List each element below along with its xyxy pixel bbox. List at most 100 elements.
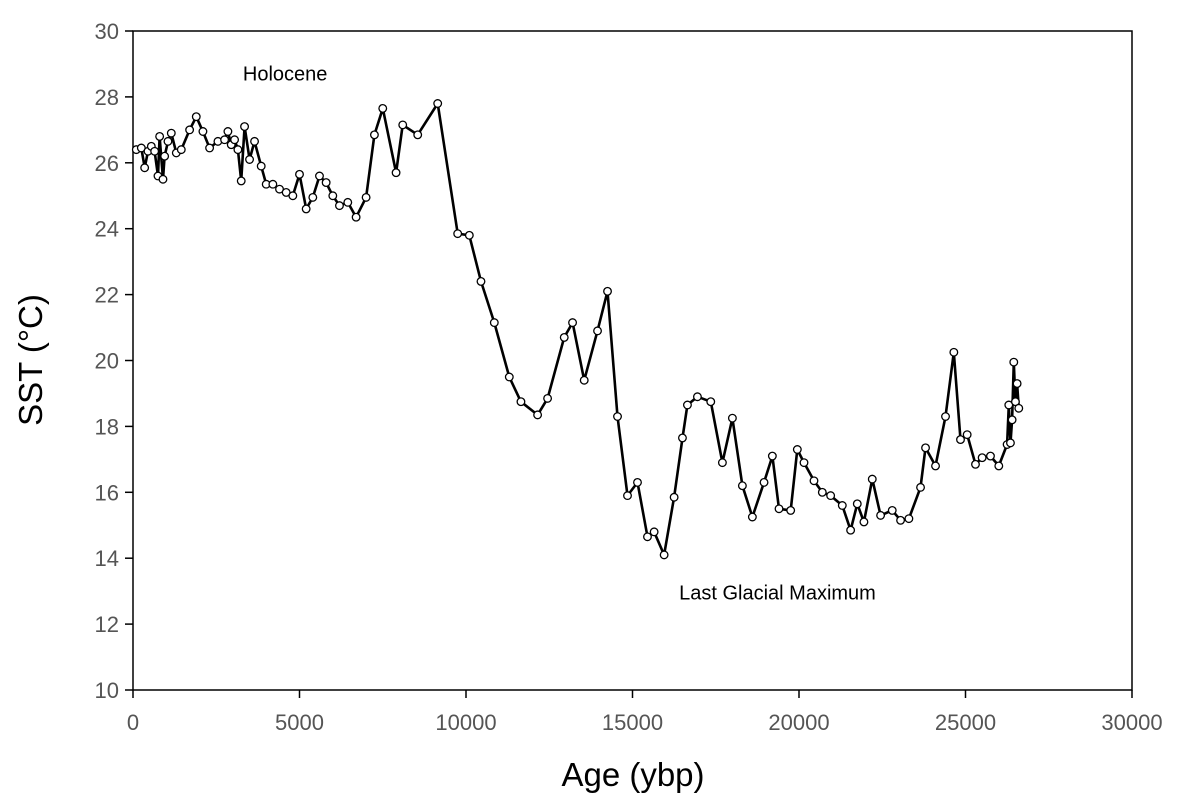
data-point	[1009, 357, 1019, 367]
x-tick-label: 30000	[1101, 710, 1162, 735]
data-point	[335, 201, 344, 211]
y-tick-label: 28	[95, 85, 119, 110]
data-point	[682, 400, 692, 410]
data-point	[859, 517, 869, 527]
data-point	[185, 125, 195, 135]
data-point	[817, 487, 827, 497]
x-tick-label: 10000	[435, 710, 496, 735]
data-point	[659, 550, 669, 560]
data-point	[205, 143, 215, 153]
data-point	[867, 474, 877, 484]
data-point	[559, 332, 569, 342]
data-point	[288, 191, 298, 201]
data-point	[896, 515, 906, 525]
data-point	[533, 410, 543, 420]
data-point	[433, 99, 443, 108]
data-points	[131, 99, 1024, 560]
data-point	[230, 135, 240, 145]
plot-frame	[132, 30, 1133, 691]
data-point	[792, 445, 802, 454]
data-point	[1006, 438, 1015, 448]
data-point	[378, 103, 388, 113]
series-line	[135, 102, 1021, 557]
y-tick-label: 10	[95, 678, 119, 703]
data-point	[250, 136, 259, 146]
data-point	[799, 458, 809, 468]
data-point	[971, 459, 980, 469]
data-point	[351, 212, 361, 222]
data-point	[852, 499, 862, 509]
data-point	[268, 179, 278, 189]
data-point	[160, 151, 170, 161]
data-point	[669, 492, 679, 502]
data-point	[191, 112, 201, 122]
data-point	[328, 191, 338, 201]
data-point	[391, 168, 401, 178]
data-point	[1012, 379, 1022, 389]
data-point	[543, 393, 553, 403]
data-point	[233, 145, 243, 155]
data-point	[826, 491, 836, 501]
data-point	[737, 481, 747, 491]
data-point	[916, 482, 925, 492]
x-tick-label: 0	[127, 710, 139, 735]
data-point	[220, 135, 230, 145]
data-point	[977, 453, 987, 463]
data-point	[256, 161, 266, 171]
y-tick-label: 22	[95, 283, 119, 308]
data-point	[361, 192, 371, 202]
data-point	[809, 476, 819, 486]
data-point	[759, 477, 769, 487]
data-point	[155, 131, 165, 141]
data-point	[593, 326, 602, 336]
data-point	[245, 155, 254, 164]
data-point	[453, 229, 463, 239]
y-tick-label: 24	[95, 217, 119, 242]
data-point	[678, 433, 687, 443]
data-point	[956, 435, 965, 445]
data-point	[876, 510, 886, 520]
data-point	[158, 174, 168, 184]
data-point	[921, 443, 930, 453]
data-point	[240, 122, 250, 132]
data-point	[962, 430, 972, 440]
y-tick-label: 20	[95, 349, 119, 374]
data-point	[301, 204, 311, 214]
data-point	[613, 412, 622, 421]
y-tick-label: 26	[95, 151, 119, 176]
data-point	[837, 501, 847, 510]
data-point	[706, 397, 716, 407]
data-point	[308, 192, 318, 202]
data-point	[223, 127, 233, 136]
data-point	[1014, 403, 1024, 413]
data-point	[887, 505, 897, 515]
y-tick-label: 18	[95, 414, 119, 439]
data-point	[774, 504, 784, 514]
y-axis-label: SST (°C)	[12, 294, 49, 426]
data-point	[579, 375, 589, 385]
data-point	[1007, 415, 1017, 425]
data-point	[476, 276, 486, 286]
data-point	[986, 451, 995, 461]
data-point	[198, 127, 208, 136]
data-point	[163, 136, 173, 146]
data-point	[398, 120, 408, 130]
data-point	[236, 176, 246, 186]
data-point	[949, 347, 959, 357]
data-point	[846, 525, 856, 535]
data-point	[747, 512, 757, 522]
annotation-holocene: Holocene	[243, 63, 328, 85]
data-point	[941, 412, 950, 421]
y-axis: 10 12 14 16 18 20 22 24 26 28 30	[95, 19, 133, 703]
data-point	[767, 451, 777, 461]
data-point	[176, 145, 186, 155]
data-point	[504, 372, 514, 382]
data-point	[931, 461, 940, 471]
data-point	[166, 128, 176, 138]
y-tick-label: 30	[95, 19, 119, 44]
data-point	[315, 171, 324, 181]
data-point	[150, 146, 160, 156]
data-point	[603, 286, 612, 296]
x-tick-label: 25000	[935, 710, 996, 735]
